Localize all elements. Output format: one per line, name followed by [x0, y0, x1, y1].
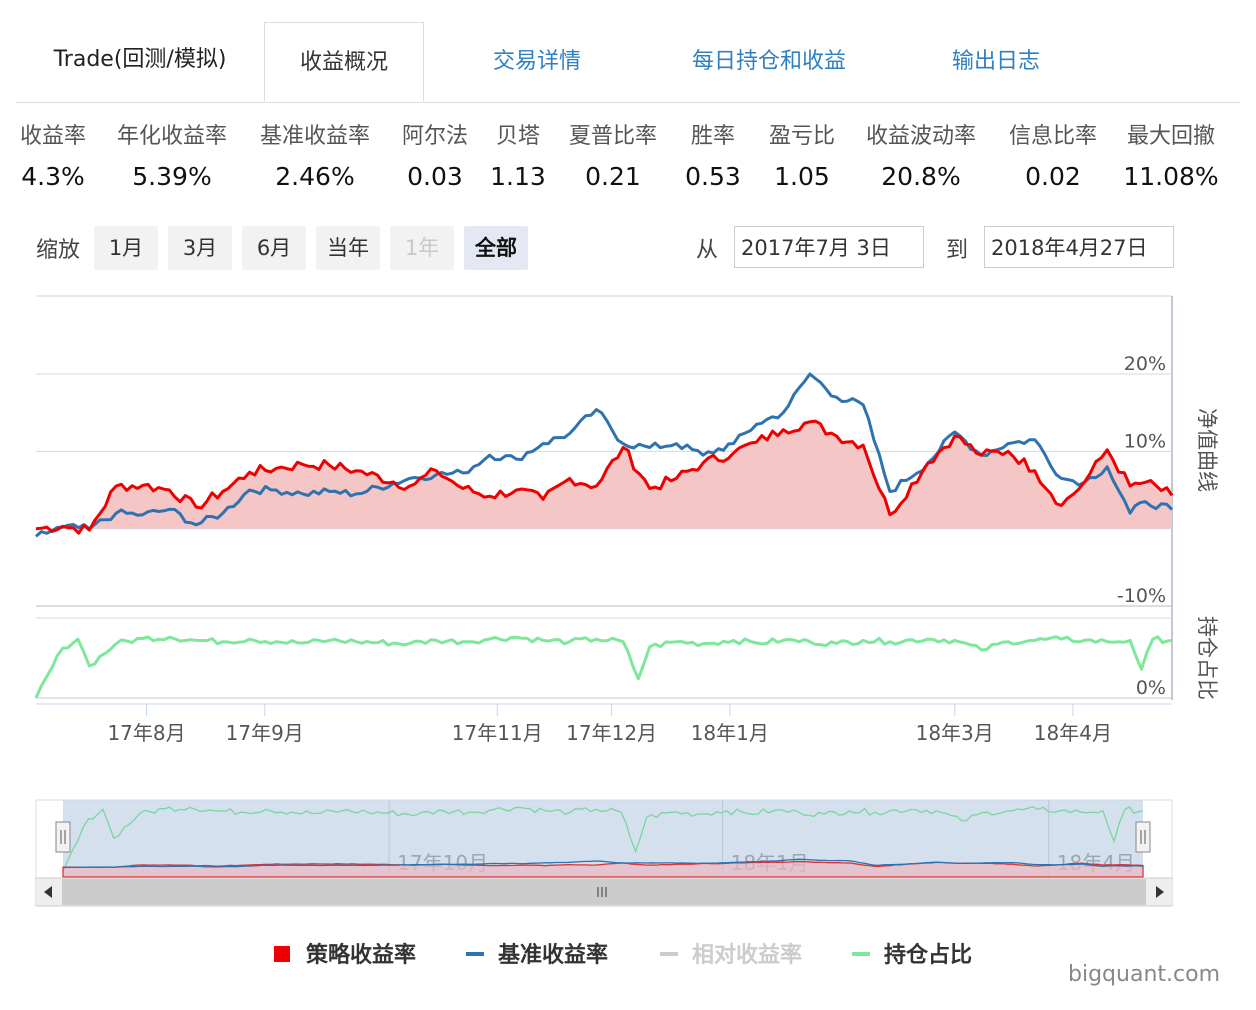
y-tick-label: -10% — [1117, 585, 1166, 607]
metric-label: 收益波动率 — [865, 124, 976, 149]
metric-win-rate: 胜率 0.53 — [680, 118, 746, 191]
metric-label: 阿尔法 — [401, 124, 468, 149]
tab-trade[interactable]: Trade(回测/模拟) — [53, 47, 227, 72]
metric-volatility: 收益波动率 20.8% — [856, 118, 986, 191]
to-label: 到 — [946, 238, 969, 263]
legend-item-benchmark[interactable]: 基准收益率 — [466, 942, 608, 968]
legend-item-strategy[interactable]: 策略收益率 — [274, 942, 416, 968]
metric-label: 年化收益率 — [116, 124, 227, 149]
zoom-all-button[interactable]: 全部 — [464, 226, 528, 270]
scrollbar-grip-icon — [597, 887, 607, 897]
metric-value: 1.13 — [490, 162, 546, 191]
tab-trade-details[interactable]: 交易详情 — [492, 49, 581, 74]
legend-dash-icon — [660, 952, 678, 956]
legend-square-icon — [274, 946, 290, 962]
metric-label: 收益率 — [19, 124, 86, 149]
legend-dash-icon — [466, 952, 484, 956]
zoom-1y-button: 1年 — [390, 226, 454, 270]
x-tick-labels: 17年8月 17年9月 17年11月 17年12月 18年1月 18年3月 18年4月 — [107, 704, 1112, 745]
legend-label: 相对收益率 — [692, 942, 802, 968]
legend-label: 持仓占比 — [884, 942, 972, 968]
x-tick-label: 17年11月 — [452, 721, 543, 745]
arrow-left-icon — [44, 886, 52, 898]
x-tick-label: 18年4月 — [1034, 721, 1112, 745]
zoom-toolbar: 缩放 1月 3月 6月 当年 1年 全部 从 到 — [0, 224, 1256, 272]
zoom-6m-button[interactable]: 6月 — [242, 226, 306, 270]
metric-value: 1.05 — [774, 162, 830, 191]
zoom-label: 缩放 — [36, 238, 81, 263]
scrollbar-thumb[interactable] — [62, 879, 1146, 905]
scroll-left-button[interactable] — [36, 879, 60, 905]
position-axis-title: 持仓占比 — [1195, 616, 1219, 700]
x-tick-label: 17年12月 — [566, 721, 657, 745]
metric-label: 最大回撤 — [1126, 124, 1215, 149]
metric-value: 0.03 — [407, 162, 463, 191]
position-zero-tick: 0% — [1136, 677, 1166, 699]
metric-label: 信息比率 — [1008, 124, 1097, 149]
metric-alpha: 阿尔法 0.03 — [394, 118, 476, 191]
metric-benchmark-return: 基准收益率 2.46% — [250, 118, 380, 191]
navigator-benchmark-line — [62, 858, 1144, 869]
zoom-ytd-button[interactable]: 当年 — [316, 226, 380, 270]
metric-information-ratio: 信息比率 0.02 — [998, 118, 1108, 191]
metric-max-drawdown: 最大回撤 11.08% — [1118, 118, 1224, 191]
to-date-input[interactable] — [984, 226, 1174, 268]
y-axis-title: 净值曲线 — [1195, 408, 1219, 492]
y-tick-label: 20% — [1124, 353, 1166, 375]
navigator-position-line — [62, 806, 1144, 873]
metric-label: 胜率 — [690, 124, 735, 149]
x-tick-label: 17年9月 — [226, 721, 304, 745]
tab-daily-positions[interactable]: 每日持仓和收益 — [691, 49, 846, 74]
metric-value: 20.8% — [881, 162, 961, 191]
metric-return: 收益率 4.3% — [10, 118, 96, 191]
zoom-3m-button[interactable]: 3月 — [168, 226, 232, 270]
metric-beta: 贝塔 1.13 — [486, 118, 550, 191]
metric-value: 4.3% — [21, 162, 85, 191]
metric-value: 0.21 — [585, 162, 641, 191]
x-tick-label: 17年8月 — [107, 721, 185, 745]
tab-returns-overview[interactable]: 收益概况 — [264, 22, 424, 102]
legend: 策略收益率 基准收益率 相对收益率 持仓占比 — [274, 942, 972, 968]
metric-value: 0.02 — [1025, 162, 1081, 191]
metric-label: 贝塔 — [495, 124, 540, 149]
legend-dash-icon — [852, 952, 870, 956]
position-line — [34, 635, 1173, 699]
navigator-right-handle[interactable] — [1135, 821, 1151, 853]
metric-label: 基准收益率 — [259, 124, 370, 149]
metric-label: 盈亏比 — [768, 124, 835, 149]
from-label: 从 — [696, 238, 719, 263]
watermark: bigquant.com — [1068, 962, 1220, 987]
metric-value: 0.53 — [685, 162, 741, 191]
metrics-panel: 收益率 4.3% 年化收益率 5.39% 基准收益率 2.46% 阿尔法 0.0… — [0, 118, 1256, 208]
navigator-left-handle[interactable] — [55, 821, 71, 853]
legend-label: 基准收益率 — [498, 942, 608, 968]
strategy-line — [35, 419, 1174, 535]
metric-label: 夏普比率 — [568, 124, 657, 149]
tab-output-log[interactable]: 输出日志 — [951, 49, 1040, 74]
legend-label: 策略收益率 — [306, 942, 416, 968]
metric-value: 5.39% — [132, 162, 212, 191]
metric-profit-loss-ratio: 盈亏比 1.05 — [760, 118, 844, 191]
legend-item-position[interactable]: 持仓占比 — [852, 942, 972, 968]
from-date-input[interactable] — [734, 226, 924, 268]
y-tick-label: 10% — [1124, 430, 1166, 452]
metric-sharpe: 夏普比率 0.21 — [560, 118, 666, 191]
metric-value: 11.08% — [1123, 162, 1219, 191]
zoom-1m-button[interactable]: 1月 — [94, 226, 158, 270]
metric-annual-return: 年化收益率 5.39% — [108, 118, 236, 191]
arrow-right-icon — [1156, 886, 1164, 898]
legend-item-relative[interactable]: 相对收益率 — [660, 942, 802, 968]
tab-bar: Trade(回测/模拟) 收益概况 交易详情 每日持仓和收益 输出日志 — [16, 22, 1240, 103]
scroll-right-button[interactable] — [1148, 879, 1172, 905]
metric-value: 2.46% — [275, 162, 355, 191]
x-tick-label: 18年3月 — [916, 721, 994, 745]
x-tick-label: 18年1月 — [691, 721, 769, 745]
